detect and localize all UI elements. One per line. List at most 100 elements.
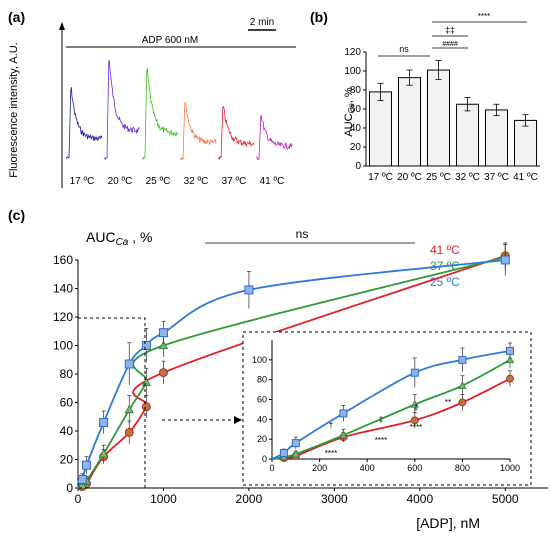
ns-label: ns bbox=[296, 227, 309, 241]
panel-c-ylabel-unit: , % bbox=[128, 229, 152, 245]
point-triangle bbox=[505, 355, 515, 364]
c-ytick-label: 140 bbox=[53, 282, 73, 296]
legend-item-0: 41 ºC bbox=[430, 243, 460, 257]
point-circle bbox=[458, 398, 467, 407]
c-xtick-label: 5000 bbox=[492, 492, 519, 506]
b-ytick-label: 120 bbox=[344, 47, 361, 58]
bar bbox=[368, 91, 393, 167]
inset-mark-t4: ** bbox=[445, 398, 451, 407]
bar bbox=[426, 69, 451, 167]
significance-marks: ns **** ‡‡ #### bbox=[378, 12, 527, 57]
point-square bbox=[458, 355, 467, 364]
point-triangle bbox=[291, 449, 300, 458]
bar-chart: 0 20 40 60 80 100 120 17 ºC 20 ºC 25 ºC 32 ºC 37 ºC… bbox=[344, 47, 540, 183]
panel-a: (a) Fluorescence intensity, A.U. 2 min A… bbox=[8, 9, 296, 188]
panel-c-label: (c) bbox=[8, 207, 25, 223]
panel-a-ylabel: Fluorescence intensity, A.U. bbox=[8, 42, 20, 178]
c-xtick-label: 2000 bbox=[236, 492, 263, 506]
panel-b-ylabel: AUCCa, % bbox=[343, 87, 356, 137]
panel-b-label: (b) bbox=[310, 9, 328, 25]
trace-label-0: 17 ºC bbox=[70, 176, 95, 187]
trace-label-2: 25 ºC bbox=[146, 176, 171, 187]
b-ytick-label: 60 bbox=[350, 104, 362, 115]
trace-1 bbox=[103, 60, 141, 161]
panel-b-ylabel-sub: Ca bbox=[347, 103, 356, 114]
bar bbox=[397, 77, 422, 167]
panel-b: (b) AUCCa, % 0 20 40 60 80 100 120 17 ºC 20 ºC 25… bbox=[310, 9, 540, 183]
c-xtick-label: 4000 bbox=[406, 492, 433, 506]
bar-label: 32 ºC bbox=[455, 172, 480, 183]
point-circle bbox=[158, 368, 168, 378]
trace-3 bbox=[179, 101, 217, 161]
c-xtick-label: 1000 bbox=[500, 463, 520, 473]
panel-c-xlabel: [ADP], nM bbox=[416, 515, 480, 531]
point-square bbox=[99, 417, 109, 427]
c-xtick-label: 0 bbox=[75, 492, 82, 506]
point-circle bbox=[506, 374, 514, 383]
sig-double-dagger: ‡‡ bbox=[445, 25, 455, 35]
bar bbox=[484, 109, 509, 167]
trace-label-5: 41 ºC bbox=[260, 176, 285, 187]
c-ytick-label: 100 bbox=[53, 339, 73, 353]
c-ytick-label: 40 bbox=[60, 424, 74, 438]
legend-item-2: 25 ºC bbox=[430, 275, 460, 289]
panel-c-ylabel: AUCCa , % bbox=[86, 229, 152, 248]
b-ytick-label: 40 bbox=[350, 123, 362, 134]
panel-a-label: (a) bbox=[8, 9, 25, 25]
bar bbox=[455, 103, 480, 167]
bar-label: 17 ºC bbox=[368, 172, 393, 183]
c-xtick-label: 400 bbox=[360, 463, 375, 473]
c-ytick-label: 160 bbox=[53, 253, 73, 267]
point-square bbox=[82, 460, 92, 470]
c-xtick-label: 600 bbox=[407, 463, 422, 473]
c-xtick-label: 0 bbox=[269, 463, 274, 473]
inset-mark-t1: **** bbox=[325, 449, 337, 458]
point-square bbox=[339, 409, 348, 418]
point-square bbox=[158, 328, 168, 338]
inset-mark-d2: ‡ bbox=[414, 403, 418, 412]
panel-c-ylabel-sub: Ca bbox=[116, 237, 129, 248]
treatment-label: ADP 600 nM bbox=[142, 35, 199, 46]
zoom-arrow-head bbox=[234, 416, 242, 424]
sig-ns: ns bbox=[399, 44, 409, 54]
inset-mark-dagger: † bbox=[329, 421, 333, 430]
point-square bbox=[124, 359, 134, 369]
point-square bbox=[291, 439, 300, 448]
panel-b-ylabel-main: AUC bbox=[343, 113, 355, 136]
point-square bbox=[500, 255, 510, 265]
point-circle bbox=[141, 402, 151, 412]
point-square bbox=[410, 368, 419, 377]
c-xtick-label: 200 bbox=[312, 463, 327, 473]
trace-0 bbox=[65, 87, 103, 159]
c-ytick-label: 60 bbox=[60, 396, 74, 410]
zoom-region bbox=[77, 317, 146, 489]
point-square bbox=[141, 341, 151, 350]
scale-bar-label: 2 min bbox=[250, 17, 274, 28]
c-ytick-label: 0 bbox=[66, 481, 73, 495]
bar bbox=[513, 119, 538, 167]
point-circle bbox=[124, 427, 134, 437]
c-ytick-label: 20 bbox=[257, 434, 267, 444]
trace-label-3: 32 ºC bbox=[184, 176, 209, 187]
c-ytick-label: 60 bbox=[257, 395, 267, 405]
b-ytick-label: 100 bbox=[344, 66, 361, 77]
b-ytick-label: 80 bbox=[350, 85, 362, 96]
point-square bbox=[279, 449, 288, 458]
panel-b-ylabel-unit: , % bbox=[343, 87, 355, 103]
bar-label: 20 ºC bbox=[397, 172, 422, 183]
c-ytick-label: 40 bbox=[257, 414, 267, 424]
trace-2 bbox=[141, 67, 179, 160]
point-square bbox=[77, 474, 87, 484]
trace-label-4: 37 ºC bbox=[222, 176, 247, 187]
c-xtick-label: 1000 bbox=[150, 492, 177, 506]
c-ytick-label: 80 bbox=[60, 367, 74, 381]
c-xtick-label: 3000 bbox=[321, 492, 348, 506]
trace-4 bbox=[217, 105, 255, 161]
c-ytick-label: 80 bbox=[257, 375, 267, 385]
c-ytick-label: 100 bbox=[252, 355, 267, 365]
inset-mark-t2: **** bbox=[375, 436, 387, 445]
bar-label: 37 ºC bbox=[484, 172, 509, 183]
panel-a-yaxis-arrow bbox=[59, 22, 65, 30]
